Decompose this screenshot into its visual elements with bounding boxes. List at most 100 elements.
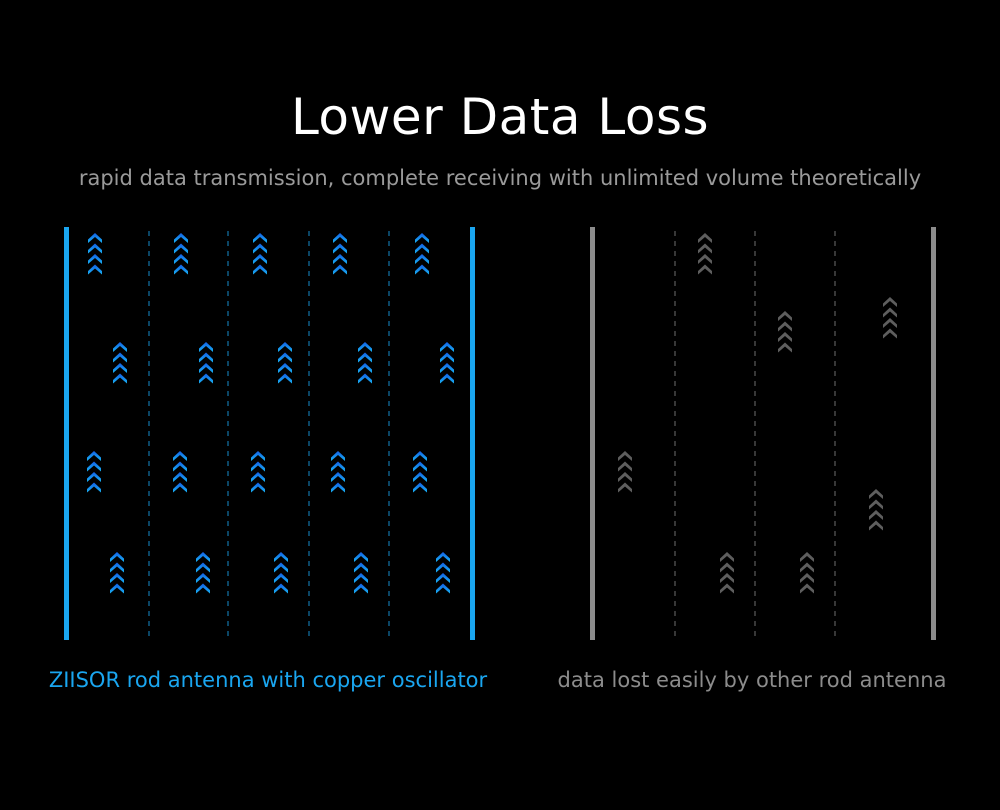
chevron-up-icon: [800, 583, 814, 594]
chevron-up-icon: [778, 311, 792, 321]
signal-arrow-stack: [436, 552, 450, 594]
chevron-up-icon: [883, 307, 897, 318]
chevron-up-icon: [618, 461, 632, 472]
chevron-up-icon: [87, 472, 101, 482]
chevron-up-icon: [698, 243, 712, 254]
signal-arrow-stack: [413, 451, 427, 493]
chevron-up-icon: [358, 352, 372, 363]
left-antenna-panel: [60, 225, 480, 641]
signal-arrow-stack: [253, 233, 267, 275]
chevron-up-icon: [110, 583, 124, 594]
signal-arrow-stack: [173, 451, 187, 493]
chevron-up-icon: [253, 243, 267, 254]
chevron-up-icon: [800, 562, 814, 573]
signal-arrow-stack: [358, 342, 372, 384]
chevron-up-icon: [415, 233, 429, 243]
chevron-up-icon: [436, 573, 450, 583]
chevron-up-icon: [354, 573, 368, 583]
chevron-up-icon: [113, 363, 127, 373]
page-title: Lower Data Loss: [290, 88, 710, 146]
chevron-up-icon: [278, 363, 292, 373]
right-wall: [470, 227, 475, 640]
chevron-up-icon: [698, 264, 712, 275]
chevron-up-icon: [440, 373, 454, 384]
chevron-up-icon: [358, 363, 372, 373]
chevron-up-icon: [415, 254, 429, 264]
signal-arrow-stack: [618, 451, 632, 493]
chevron-up-icon: [436, 562, 450, 573]
chevron-up-icon: [333, 233, 347, 243]
signal-arrow-stack: [196, 552, 210, 594]
chevron-up-icon: [251, 461, 265, 472]
chevron-up-icon: [174, 243, 188, 254]
chevron-up-icon: [88, 233, 102, 243]
signal-arrow-stack: [331, 451, 345, 493]
chevron-up-icon: [720, 562, 734, 573]
chevron-up-icon: [278, 352, 292, 363]
chevron-up-icon: [869, 489, 883, 499]
chevron-up-icon: [800, 552, 814, 562]
signal-arrow-stack: [274, 552, 288, 594]
chevron-up-icon: [778, 332, 792, 342]
left-wall: [590, 227, 595, 640]
chevron-up-icon: [618, 451, 632, 461]
chevron-up-icon: [333, 254, 347, 264]
chevron-up-icon: [113, 373, 127, 384]
signal-arrow-stack: [720, 552, 734, 594]
left-antenna-diagram: [64, 227, 475, 640]
signal-arrow-stack: [174, 233, 188, 275]
chevron-up-icon: [720, 552, 734, 562]
chevron-up-icon: [278, 373, 292, 384]
chevron-up-icon: [199, 352, 213, 363]
signal-arrow-stack: [251, 451, 265, 493]
signal-arrow-stack: [113, 342, 127, 384]
chevron-up-icon: [440, 342, 454, 352]
chevron-up-icon: [174, 254, 188, 264]
chevron-up-icon: [331, 472, 345, 482]
chevron-up-icon: [278, 342, 292, 352]
chevron-up-icon: [720, 583, 734, 594]
chevron-up-icon: [869, 499, 883, 510]
chevron-up-icon: [778, 321, 792, 332]
chevron-up-icon: [413, 482, 427, 493]
chevron-up-icon: [333, 243, 347, 254]
chevron-up-icon: [87, 461, 101, 472]
chevron-up-icon: [331, 461, 345, 472]
chevron-up-icon: [698, 254, 712, 264]
chevron-up-icon: [274, 583, 288, 594]
chevron-up-icon: [274, 552, 288, 562]
chevron-up-icon: [173, 461, 187, 472]
chevron-up-icon: [88, 254, 102, 264]
chevron-up-icon: [440, 352, 454, 363]
chevron-up-icon: [440, 363, 454, 373]
chevron-up-icon: [199, 342, 213, 352]
left-wall: [64, 227, 69, 640]
signal-arrow-stack: [110, 552, 124, 594]
chevron-up-icon: [883, 318, 897, 328]
chevron-up-icon: [88, 243, 102, 254]
chevron-up-icon: [358, 342, 372, 352]
chevron-up-icon: [698, 233, 712, 243]
chevron-up-icon: [253, 233, 267, 243]
chevron-up-icon: [869, 520, 883, 531]
signal-arrow-stack: [698, 233, 712, 275]
chevron-up-icon: [358, 373, 372, 384]
chevron-up-icon: [253, 264, 267, 275]
chevron-up-icon: [113, 342, 127, 352]
chevron-up-icon: [110, 573, 124, 583]
signal-arrow-stack: [440, 342, 454, 384]
signal-arrow-stack: [278, 342, 292, 384]
chevron-up-icon: [618, 482, 632, 493]
chevron-up-icon: [415, 243, 429, 254]
chevron-up-icon: [251, 472, 265, 482]
chevron-up-icon: [110, 552, 124, 562]
signal-arrow-stack: [87, 451, 101, 493]
signal-arrow-stack: [883, 297, 897, 339]
chevron-up-icon: [196, 562, 210, 573]
left-caption: ZIISOR rod antenna with copper oscillato…: [48, 668, 488, 692]
chevron-up-icon: [413, 451, 427, 461]
signal-arrow-stack: [199, 342, 213, 384]
chevron-up-icon: [196, 573, 210, 583]
chevron-up-icon: [251, 451, 265, 461]
chevron-up-icon: [110, 562, 124, 573]
